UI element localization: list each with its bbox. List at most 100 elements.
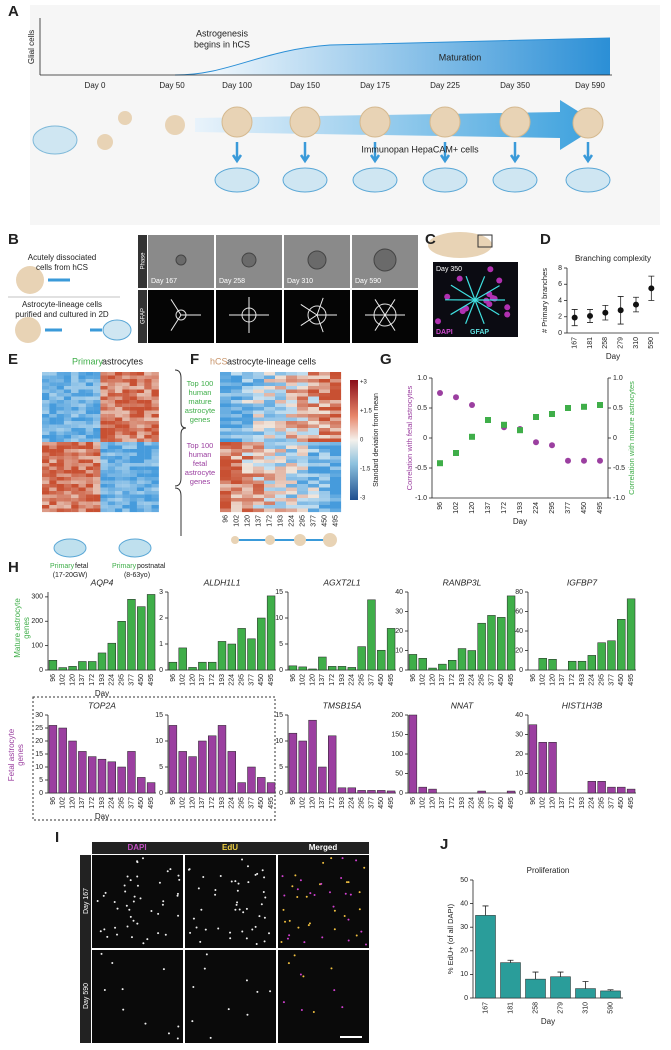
heatmap-cell: [107, 484, 116, 488]
x-tick-label: 450: [138, 674, 145, 686]
heatmap-cell: [93, 428, 101, 432]
x-tick-label: 120: [549, 674, 556, 686]
heatmap-cell: [297, 428, 309, 432]
bar: [217, 641, 227, 671]
x-tick-label: 102: [300, 674, 307, 686]
x-tick-label: 193: [339, 797, 346, 809]
heatmap-cell: [330, 424, 342, 429]
heatmap-cell: [286, 389, 298, 394]
nucleus: [299, 973, 302, 976]
y-tick-label: 25: [35, 725, 43, 732]
heatmap-cell: [231, 463, 243, 467]
y-tick-label: 10: [275, 738, 283, 745]
heatmap-cell: [129, 484, 137, 488]
heatmap-cell: [107, 386, 116, 390]
heatmap-cell: [144, 501, 152, 506]
y-tick-label: 0: [159, 667, 163, 674]
y-tick-label: 15: [155, 712, 163, 719]
heatmap-cell: [231, 480, 243, 485]
heatmap-cell: [56, 442, 64, 446]
heatmap-cell: [319, 431, 331, 436]
heatmap-cell: [93, 424, 101, 429]
heatmap-cell: [85, 501, 94, 506]
heatmap-cell: [93, 438, 101, 443]
cell: [307, 250, 327, 270]
heatmap-cell: [231, 393, 243, 397]
y-tick-label: 2: [159, 615, 163, 622]
nucleus: [116, 907, 119, 910]
marker: [533, 439, 539, 446]
heatmap-cell: [49, 445, 57, 450]
heatmap-cell: [56, 438, 64, 443]
heatmap-cell: [151, 498, 159, 502]
heatmap-cell: [107, 417, 116, 422]
heatmap-cell: [93, 445, 101, 450]
x-tick-label: 96: [170, 674, 177, 682]
nucleus: [122, 1008, 125, 1011]
heatmap-cell: [56, 396, 64, 401]
heatmap-cell: [319, 393, 331, 397]
heatmap-cell: [93, 487, 101, 492]
nucleus: [202, 876, 205, 879]
heatmap-cell: [297, 403, 309, 408]
marker: [469, 433, 475, 440]
x-tick-label: 495: [388, 797, 395, 809]
heatmap-cell: [330, 505, 342, 509]
heatmap-cell: [115, 421, 123, 425]
heatmap-cell: [56, 466, 64, 471]
nucleus: [158, 881, 161, 884]
heatmap-cell: [231, 431, 243, 436]
heatmap-cell: [319, 491, 331, 495]
heatmap-cell: [330, 494, 342, 499]
heatmap-cell: [136, 452, 145, 457]
heatmap-cell: [220, 417, 232, 422]
marker: [453, 450, 459, 456]
heatmap-cell: [100, 414, 108, 418]
heatmap-cell: [297, 466, 309, 471]
nucleus: [299, 879, 302, 882]
x-tick-label: 224: [589, 797, 596, 809]
heatmap-cell: [129, 435, 137, 439]
bar: [438, 663, 447, 671]
x-tick-label: 102: [420, 797, 427, 809]
heatmap-cell: [78, 428, 86, 432]
heatmap-cell: [100, 421, 108, 425]
heatmap-cell: [93, 407, 101, 411]
x-tick-label: 172: [209, 674, 216, 686]
heatmap-cell: [129, 470, 137, 474]
nucleus: [176, 894, 179, 897]
heatmap-cell: [242, 463, 254, 467]
nucleus: [238, 908, 241, 911]
nucleus: [330, 967, 333, 970]
bar: [626, 788, 636, 794]
x-tick-label: 295: [598, 674, 605, 686]
bar: [266, 782, 276, 794]
y-tick-label: 0: [519, 667, 523, 674]
heatmap-cell: [56, 445, 64, 450]
heatmap-cell: [115, 505, 123, 509]
x-tick-label: 193: [517, 502, 524, 514]
dish: [118, 538, 152, 558]
heatmap-cell: [42, 393, 50, 397]
label: 295: [299, 515, 306, 527]
timeline-arrow: [195, 100, 600, 150]
heatmap-cell: [308, 494, 320, 499]
nucleus: [364, 943, 367, 946]
heatmap-cell: [56, 459, 64, 464]
heatmap-cell: [78, 435, 86, 439]
heatmap-cell: [308, 487, 320, 492]
dish: [282, 167, 328, 193]
heatmap-cell: [115, 463, 123, 467]
arrow: [439, 142, 451, 164]
heatmap-cell: [144, 508, 152, 513]
x-tick-label: 495: [268, 797, 275, 809]
heatmap-cell: [297, 410, 309, 415]
heatmap-cell: [100, 382, 108, 387]
x-tick-label: 120: [429, 674, 436, 686]
heatmap-cell: [136, 505, 145, 509]
heatmap-cell: [115, 424, 123, 429]
cell: [175, 254, 187, 266]
heatmap-cell: [319, 473, 331, 478]
bar: [318, 766, 327, 794]
heatmap-cell: [242, 508, 254, 513]
